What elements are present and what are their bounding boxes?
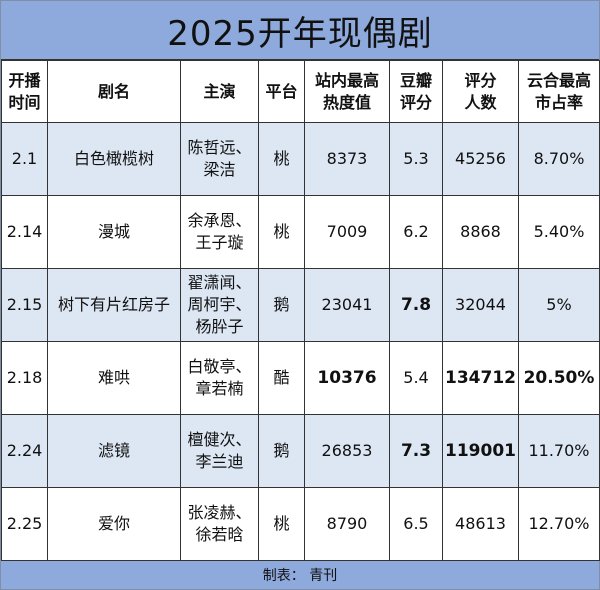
cell-date: 2.25 xyxy=(1,487,48,561)
cell-date: 2.15 xyxy=(1,268,48,342)
page-title: 2025开年现偶剧 xyxy=(1,1,599,60)
table-row: 2.25 爱你 张凌赫、 徐若晗 桃 8790 6.5 48613 12.70% xyxy=(1,487,600,561)
cell-heat: 8373 xyxy=(304,122,390,196)
cell-cast: 檀健次、 李兰迪 xyxy=(180,414,259,488)
header-share: 云合最高 市占率 xyxy=(518,60,600,123)
cell-heat: 26853 xyxy=(304,414,390,488)
cell-platform: 桃 xyxy=(258,195,305,269)
cell-date: 2.14 xyxy=(1,195,48,269)
table-row: 2.18 难哄 白敬亭、 章若楠 酷 10376 5.4 134712 20.50… xyxy=(1,341,600,415)
cell-heat: 23041 xyxy=(304,268,390,342)
cell-platform: 鹅 xyxy=(258,268,305,342)
cell-name: 滤镜 xyxy=(47,414,181,488)
header-raters: 评分 人数 xyxy=(442,60,519,123)
cell-date: 2.24 xyxy=(1,414,48,488)
cell-raters: 48613 xyxy=(442,487,519,561)
table-row: 2.24 滤镜 檀健次、 李兰迪 鹅 26853 7.3 119001 11.70… xyxy=(1,414,600,488)
header-name: 剧名 xyxy=(47,60,181,123)
cell-share: 11.70% xyxy=(518,414,600,488)
cell-share: 8.70% xyxy=(518,122,600,196)
header-platform: 平台 xyxy=(258,60,305,123)
cell-douban: 6.5 xyxy=(389,487,443,561)
cell-name: 树下有片红房子 xyxy=(47,268,181,342)
cell-platform: 桃 xyxy=(258,487,305,561)
cell-douban: 5.4 xyxy=(389,341,443,415)
cell-raters: 134712 xyxy=(442,341,519,415)
cell-name: 白色橄榄树 xyxy=(47,122,181,196)
cell-cast: 白敬亭、 章若楠 xyxy=(180,341,259,415)
cell-heat: 7009 xyxy=(304,195,390,269)
table-row: 2.14 漫城 余承恩、 王子璇 桃 7009 6.2 8868 5.40% xyxy=(1,195,600,269)
table-footer-credit: 制表： 青刊 xyxy=(1,560,599,589)
drama-table: 开播 时间 剧名 主演 平台 站内最高 热度值 豆瓣 评分 评分 人数 云合最高 市占率 … xyxy=(1,60,600,561)
cell-douban: 6.2 xyxy=(389,195,443,269)
table-row: 2.15 树下有片红房子 翟潇闻、 周柯宇、 杨肸子 鹅 23041 7.8 320… xyxy=(1,268,600,342)
cell-platform: 鹅 xyxy=(258,414,305,488)
cell-date: 2.1 xyxy=(1,122,48,196)
cell-platform: 酷 xyxy=(258,341,305,415)
header-row: 开播 时间 剧名 主演 平台 站内最高 热度值 豆瓣 评分 评分 人数 云合最高 市占率 xyxy=(1,60,600,123)
cell-cast: 翟潇闻、 周柯宇、 杨肸子 xyxy=(180,268,259,342)
cell-douban: 7.8 xyxy=(389,268,443,342)
cell-raters: 8868 xyxy=(442,195,519,269)
cell-heat: 8790 xyxy=(304,487,390,561)
header-heat: 站内最高 热度值 xyxy=(304,60,390,123)
header-cast: 主演 xyxy=(180,60,259,123)
cell-raters: 119001 xyxy=(442,414,519,488)
cell-name: 难哄 xyxy=(47,341,181,415)
cell-raters: 32044 xyxy=(442,268,519,342)
cell-name: 漫城 xyxy=(47,195,181,269)
cell-heat: 10376 xyxy=(304,341,390,415)
header-date: 开播 时间 xyxy=(1,60,48,123)
cell-share: 5.40% xyxy=(518,195,600,269)
cell-share: 20.50% xyxy=(518,341,600,415)
cell-share: 5% xyxy=(518,268,600,342)
cell-cast: 张凌赫、 徐若晗 xyxy=(180,487,259,561)
cell-douban: 7.3 xyxy=(389,414,443,488)
cell-name: 爱你 xyxy=(47,487,181,561)
cell-cast: 陈哲远、 梁洁 xyxy=(180,122,259,196)
cell-raters: 45256 xyxy=(442,122,519,196)
cell-share: 12.70% xyxy=(518,487,600,561)
cell-date: 2.18 xyxy=(1,341,48,415)
cell-cast: 余承恩、 王子璇 xyxy=(180,195,259,269)
table-row: 2.1 白色橄榄树 陈哲远、 梁洁 桃 8373 5.3 45256 8.70% xyxy=(1,122,600,196)
header-douban: 豆瓣 评分 xyxy=(389,60,443,123)
cell-platform: 桃 xyxy=(258,122,305,196)
cell-douban: 5.3 xyxy=(389,122,443,196)
